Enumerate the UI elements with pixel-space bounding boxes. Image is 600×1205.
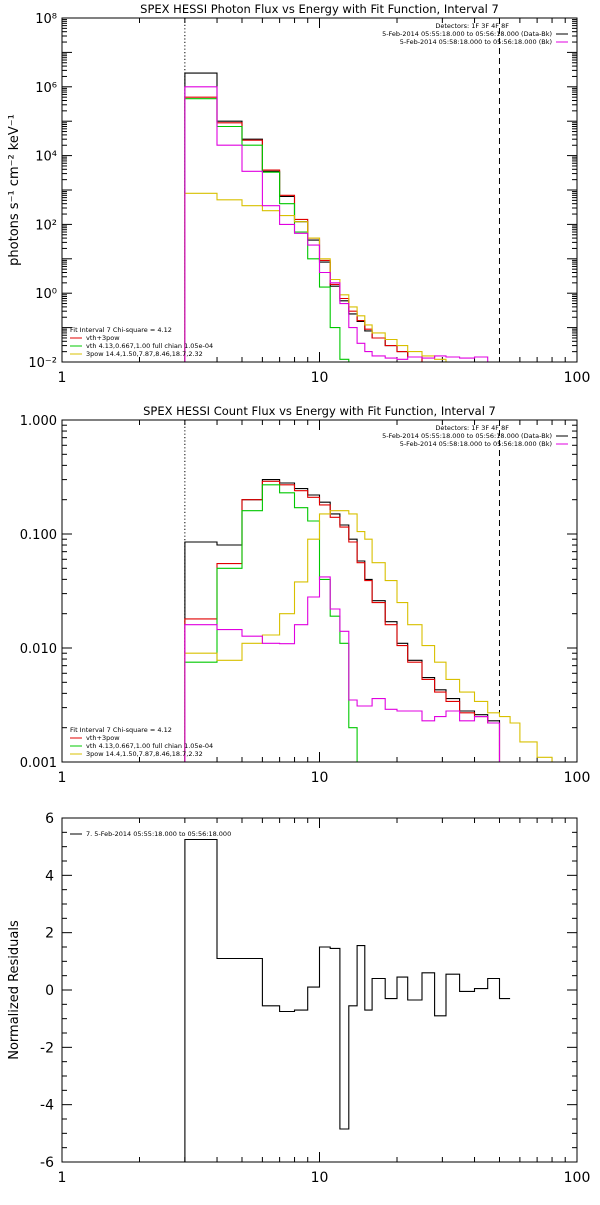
legend-bottom: Fit Interval 7 Chi-square = 4.12vth+3pow… — [70, 326, 213, 358]
y-tick-label: 1.000 — [20, 414, 57, 429]
y-tick-label: 0.001 — [20, 756, 57, 771]
legend-entry-data: 5-Feb-2014 05:55:18.000 to 05:56:18.000 … — [382, 30, 552, 38]
series-2-line — [184, 480, 501, 762]
series-5-line — [184, 576, 501, 762]
x-tick-label: 100 — [564, 770, 591, 786]
legend-top: 7. 5-Feb-2014 05:55:18.000 to 05:56:18.0… — [70, 830, 231, 838]
legend-fit-info: Fit Interval 7 Chi-square = 4.12 — [70, 326, 172, 334]
y-tick-label: 10² — [35, 218, 57, 233]
legend-entry-residuals: 7. 5-Feb-2014 05:55:18.000 to 05:56:18.0… — [86, 830, 231, 838]
x-tick-label: 1 — [58, 1170, 67, 1186]
y-tick-label: 10⁶ — [35, 81, 57, 96]
series-group — [184, 72, 521, 362]
y-tick-label: 10⁻² — [28, 356, 57, 371]
series-1-line — [184, 72, 501, 362]
legend-entry-3: 3pow 14.4,1.50,7.87,8.46,18.7,2.32 — [86, 350, 203, 358]
series-3-line — [184, 484, 358, 762]
legend-entry-2: vth 4.13,0.667,1.00 full chian 1.05e-04 — [86, 742, 213, 750]
y-tick-label: -4 — [40, 1098, 54, 1114]
y-axis: -6 -4 -2 0 2 4 6 — [40, 811, 577, 1171]
chart-title: SPEX HESSI Photon Flux vs Energy with Fi… — [140, 2, 499, 16]
y-tick-label: 10⁰ — [35, 287, 57, 302]
y-tick-label: -2 — [40, 1040, 54, 1056]
series-group — [184, 479, 553, 762]
x-axis: 1 10 100 — [58, 18, 591, 386]
y-tick-label: 2 — [45, 926, 54, 942]
plot-frame — [61, 817, 578, 1163]
y-tick-label: 0.010 — [20, 642, 57, 657]
x-tick-label: 10 — [311, 770, 329, 786]
series-1-line — [184, 838, 511, 1162]
legend-entry-data: 5-Feb-2014 05:55:18.000 to 05:56:18.000 … — [382, 432, 552, 440]
legend-entry-background: 5-Feb-2014 05:58:18.000 to 05:56:18.000 … — [400, 38, 552, 46]
plot-frame — [61, 419, 578, 763]
y-axis: 0.001 0.010 0.100 1.000 — [20, 414, 577, 771]
x-axis: 1 10 100 — [58, 818, 591, 1186]
x-tick-label: 1 — [58, 770, 67, 786]
plot-frame — [61, 17, 578, 363]
x-tick-label: 10 — [311, 1170, 329, 1186]
y-tick-label: 10⁴ — [35, 150, 57, 165]
legend-top: Detectors: 1F 3F 4F 8F5-Feb-2014 05:55:1… — [382, 424, 568, 448]
y-tick-label: 0 — [45, 983, 54, 999]
legend-entry-2: vth 4.13,0.667,1.00 full chian 1.05e-04 — [86, 342, 213, 350]
y-tick-label: 10⁸ — [35, 12, 57, 27]
legend-entry-1: vth+3pow — [86, 334, 120, 342]
legend-fit-info: Fit Interval 7 Chi-square = 4.12 — [70, 726, 172, 734]
legend-entry-background: 5-Feb-2014 05:58:18.000 to 05:56:18.000 … — [400, 440, 552, 448]
legend-detectors: Detectors: 1F 3F 4F 8F — [435, 424, 509, 432]
legend-top: Detectors: 1F 3F 4F 8F5-Feb-2014 05:55:1… — [382, 22, 568, 46]
y-axis-label: Normalized Residuals — [7, 920, 22, 1060]
chart-title: SPEX HESSI Count Flux vs Energy with Fit… — [143, 404, 496, 418]
chart-panel-3: Normalized Residuals 1 10 100 -6 -4 -2 0 2 4 6 7. 5… — [7, 811, 590, 1186]
series-3-line — [184, 98, 501, 362]
legend-entry-3: 3pow 14.4,1.50,7.87,8.46,18.7,2.32 — [86, 750, 203, 758]
x-tick-label: 1 — [58, 370, 67, 386]
x-tick-label: 10 — [311, 370, 329, 386]
legend-bottom: Fit Interval 7 Chi-square = 4.12vth+3pow… — [70, 726, 213, 758]
x-tick-label: 100 — [564, 1170, 591, 1186]
y-tick-label: 0.100 — [20, 528, 57, 543]
legend-entry-1: vth+3pow — [86, 734, 120, 742]
x-tick-label: 100 — [564, 370, 591, 386]
legend-detectors: Detectors: 1F 3F 4F 8F — [435, 22, 509, 30]
y-axis: 10⁻² 10⁰ 10² 10⁴ 10⁶ 10⁸ — [28, 12, 577, 371]
y-axis-label: photons s⁻¹ cm⁻² keV⁻¹ — [7, 114, 22, 266]
series-group — [184, 838, 511, 1162]
chart-panel-1: SPEX HESSI Photon Flux vs Energy with Fi… — [7, 2, 590, 386]
series-4-line — [184, 510, 553, 762]
y-tick-label: 4 — [45, 868, 54, 884]
chart-panel-2: SPEX HESSI Count Flux vs Energy with Fit… — [20, 404, 591, 786]
series-4-line — [184, 192, 521, 362]
series-1-line — [184, 479, 501, 762]
series-2-line — [184, 96, 501, 362]
series-5-line — [184, 86, 501, 362]
y-tick-label: -6 — [40, 1155, 54, 1171]
y-tick-label: 6 — [45, 811, 54, 827]
